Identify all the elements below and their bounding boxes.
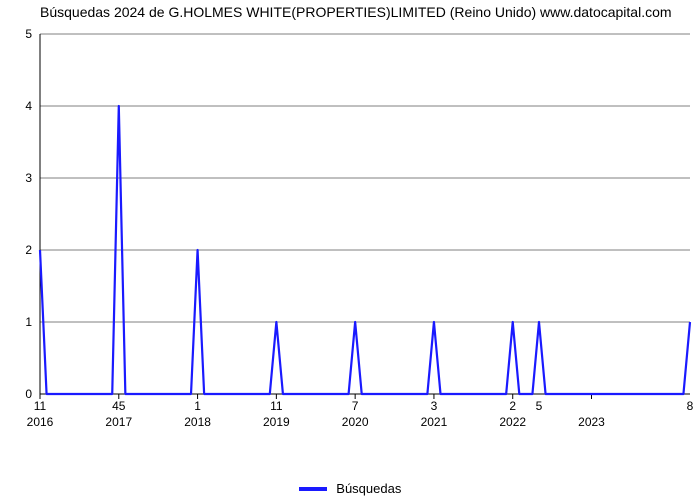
svg-text:2021: 2021 [421,415,448,429]
svg-text:5: 5 [25,27,32,41]
svg-text:2023: 2023 [578,415,605,429]
svg-text:3: 3 [25,171,32,185]
svg-text:2020: 2020 [342,415,369,429]
svg-text:11: 11 [34,399,47,413]
chart-title: Búsquedas 2024 de G.HOLMES WHITE(PROPERT… [40,4,690,20]
svg-text:2017: 2017 [105,415,132,429]
svg-text:2: 2 [509,399,516,413]
svg-text:2019: 2019 [263,415,290,429]
svg-text:3: 3 [431,399,438,413]
svg-text:1: 1 [194,399,201,413]
svg-text:1: 1 [25,315,32,329]
svg-text:2: 2 [25,243,32,257]
svg-text:45: 45 [112,399,126,413]
svg-text:4: 4 [25,99,32,113]
svg-text:8: 8 [687,399,694,413]
svg-text:2018: 2018 [184,415,211,429]
legend-swatch [299,487,327,491]
legend: Búsquedas [0,480,700,496]
svg-text:0: 0 [25,387,32,401]
svg-text:5: 5 [536,399,543,413]
svg-text:7: 7 [352,399,359,413]
svg-text:11: 11 [270,399,283,413]
svg-text:2016: 2016 [27,415,54,429]
svg-text:2022: 2022 [499,415,526,429]
line-chart: 0123452016201720182019202020212022202311… [0,24,700,454]
legend-label: Búsquedas [336,481,401,496]
